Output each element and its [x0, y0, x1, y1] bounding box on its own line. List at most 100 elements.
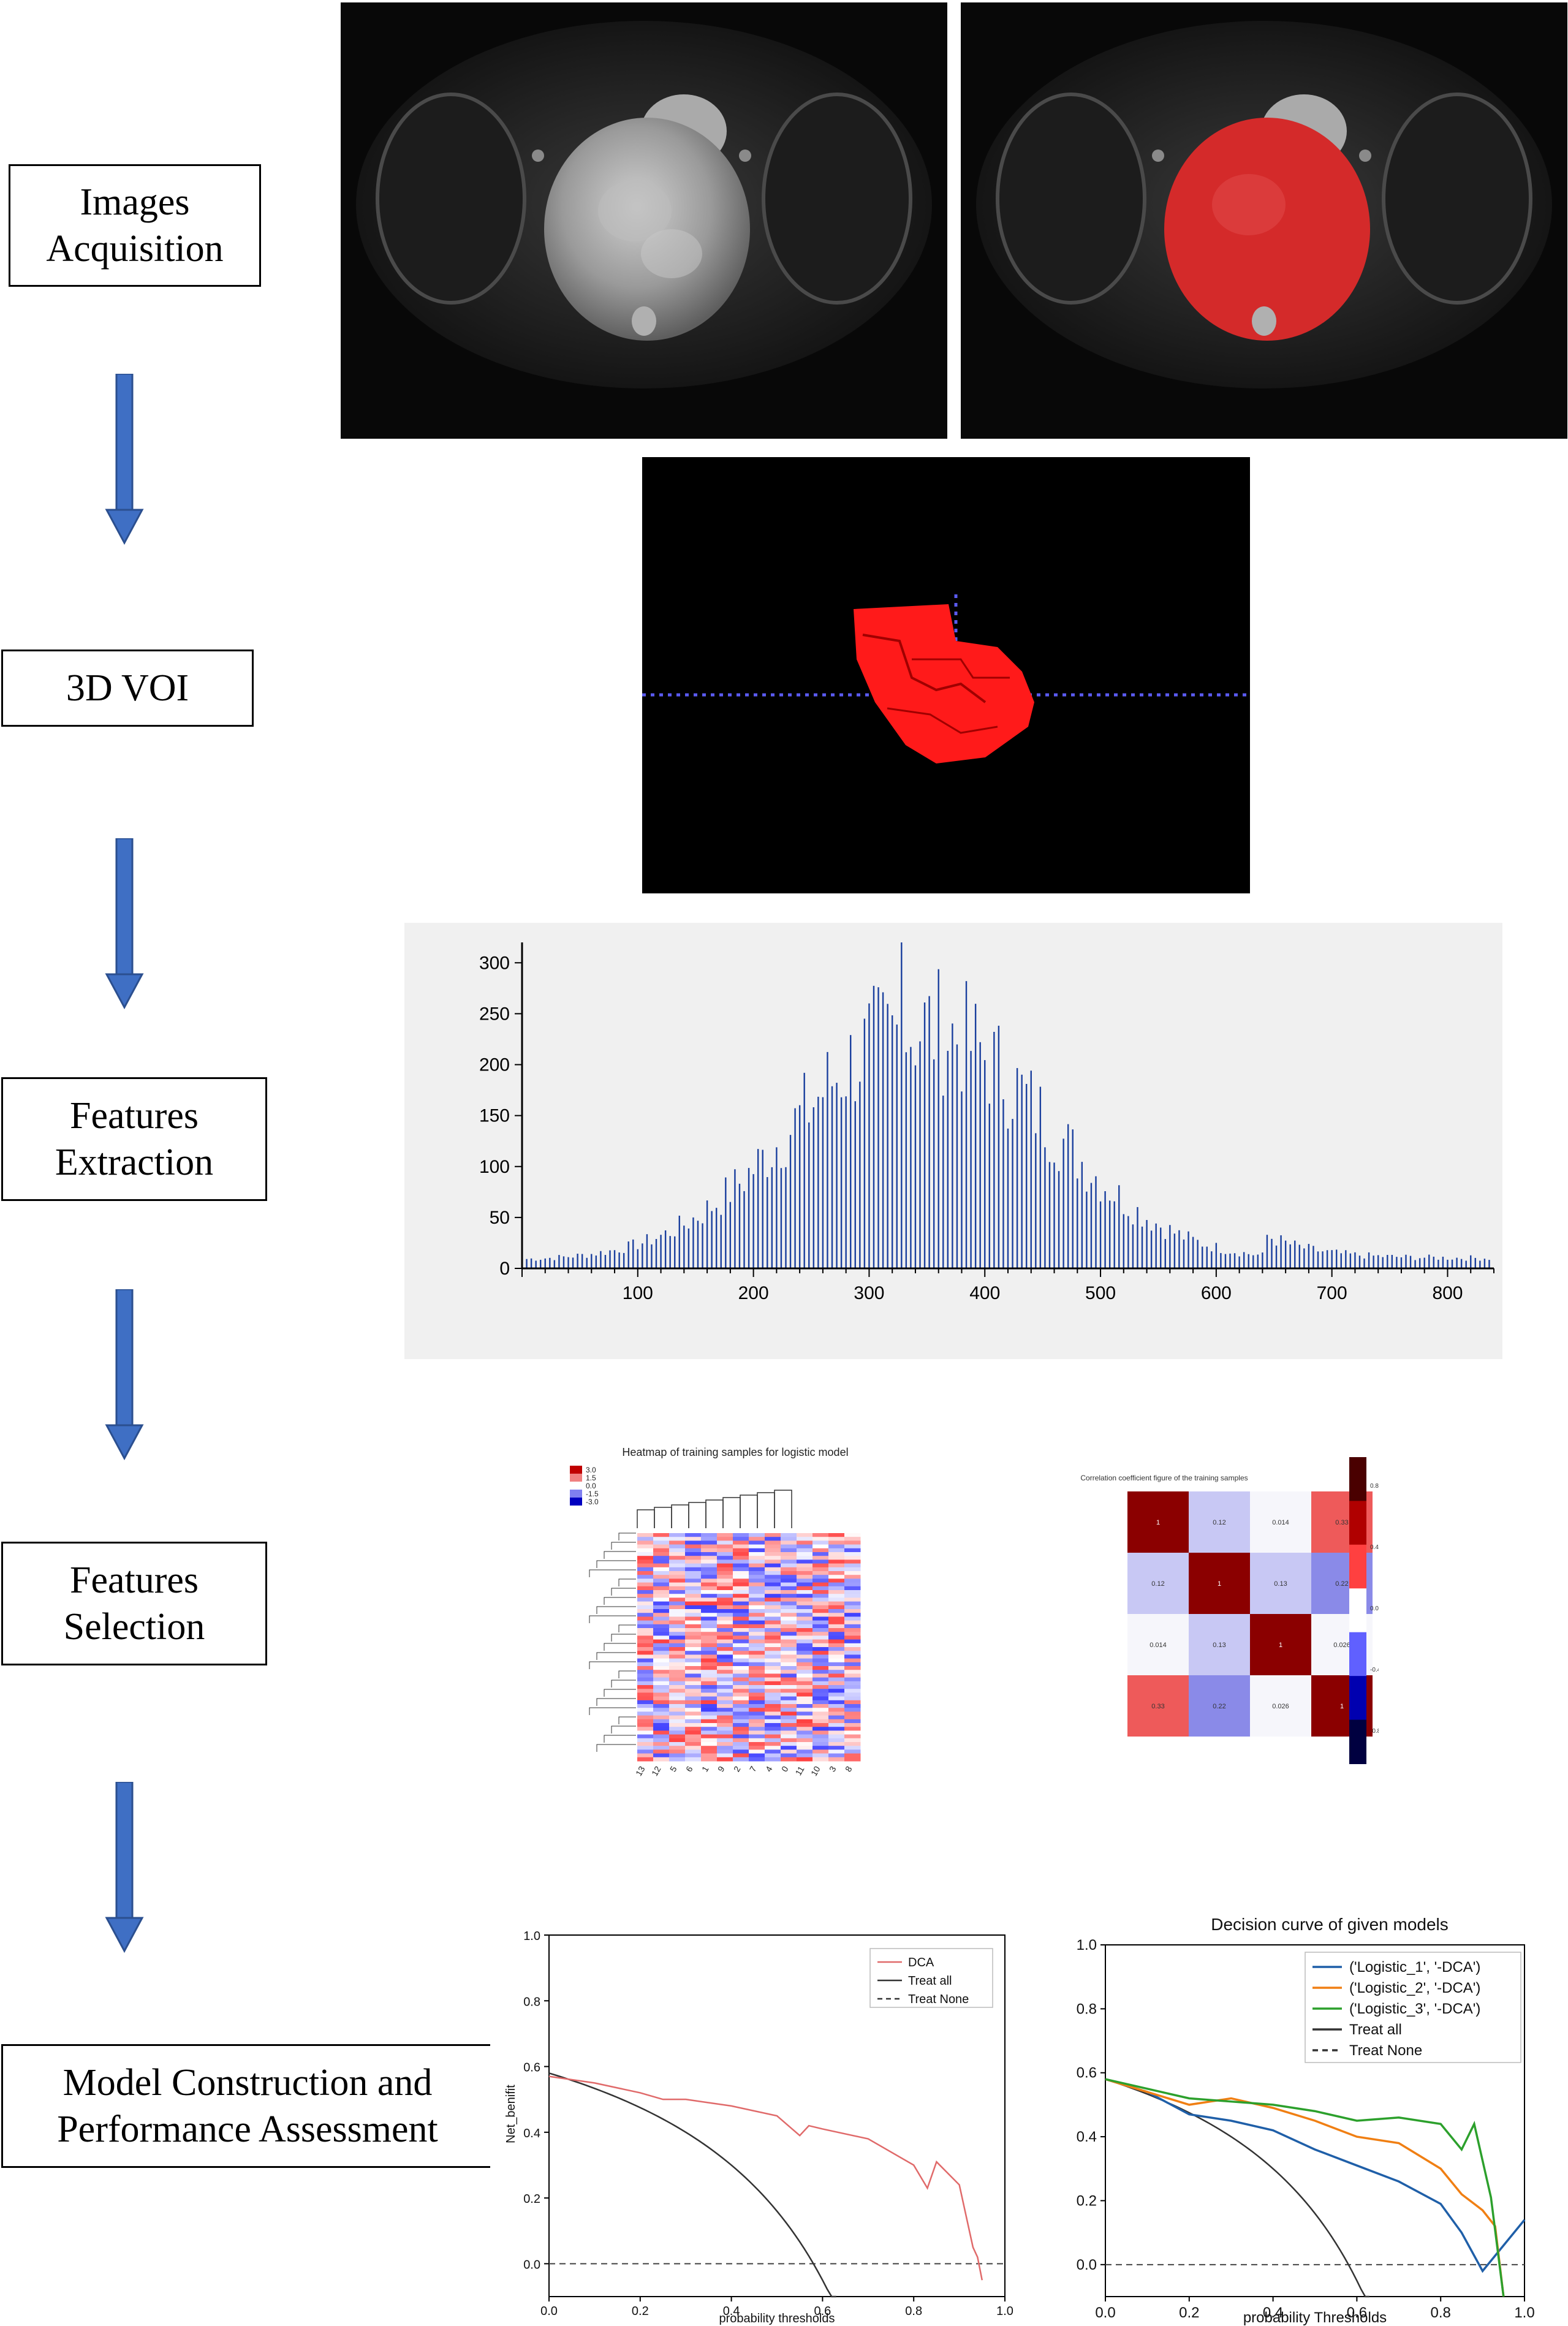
heatmap-cell — [733, 1635, 749, 1640]
heatmap-cell — [717, 1590, 733, 1594]
histogram-bar — [1488, 1260, 1490, 1268]
heatmap-cell — [733, 1738, 749, 1743]
heatmap-cell — [844, 1689, 861, 1693]
legend-label: Treat None — [1349, 2042, 1422, 2059]
x-tick-label: 0.0 — [540, 2305, 558, 2318]
histogram-bar — [609, 1250, 611, 1268]
heatmap-cell — [733, 1673, 749, 1678]
heatmap-cell — [653, 1734, 670, 1739]
dendrogram-branch — [589, 1661, 636, 1669]
heatmap-cell — [669, 1746, 686, 1750]
heatmap-cell — [828, 1685, 845, 1689]
heatmap-cell — [717, 1628, 733, 1632]
heatmap-cell — [669, 1685, 686, 1689]
heatmap-cell — [653, 1746, 670, 1750]
heatmap-cell — [733, 1689, 749, 1693]
histogram-bar — [961, 1091, 963, 1268]
heatmap-cell — [685, 1685, 702, 1689]
x-tick-label: 0.6 — [1347, 2305, 1367, 2321]
histogram-bar — [618, 1252, 620, 1268]
heatmap-cell — [701, 1753, 718, 1758]
heatmap-cell — [701, 1700, 718, 1705]
heatmap-cell — [669, 1544, 686, 1549]
histogram-bar — [868, 1003, 870, 1268]
heatmap-cell — [781, 1647, 797, 1651]
heatmap-cell — [733, 1658, 749, 1663]
histogram-bar — [1211, 1251, 1213, 1268]
heatmap-cell — [828, 1715, 845, 1720]
heatmap-cell — [733, 1544, 749, 1549]
colorbar-label: -0.8 — [1370, 1728, 1379, 1735]
histogram-bar — [1243, 1252, 1245, 1268]
y-tick-label: 1.0 — [1077, 1937, 1097, 1953]
heatmap-cell — [669, 1666, 686, 1670]
heatmap-cell — [669, 1533, 686, 1537]
heatmap-cell — [685, 1639, 702, 1644]
legend-label: DCA — [908, 1956, 934, 1969]
heatmap-cell — [637, 1556, 654, 1560]
heatmap-column-label: 13 — [634, 1764, 647, 1778]
heatmap-cell — [765, 1639, 781, 1644]
heatmap-cell — [637, 1540, 654, 1545]
heatmap-cell — [812, 1559, 829, 1564]
heatmap-cell — [797, 1556, 813, 1560]
heatmap-cell — [685, 1723, 702, 1727]
histogram-bar — [526, 1259, 528, 1268]
histogram-bar — [850, 1035, 852, 1268]
legend-label: ('Logistic_2', '-DCA') — [1349, 1980, 1480, 1996]
heatmap-cell — [653, 1666, 670, 1670]
legend-label: -3.0 — [586, 1498, 599, 1506]
heatmap-cell — [812, 1704, 829, 1708]
heatmap-cell — [717, 1681, 733, 1686]
heatmap-cell — [828, 1605, 845, 1610]
histogram-bar — [859, 1082, 861, 1268]
histogram-bar — [1016, 1068, 1018, 1268]
correlation-colorbar: 0.8 0.4 0.0 -0.4 -0.8 — [1349, 1457, 1379, 1764]
heatmap-cell — [733, 1708, 749, 1712]
heatmap-cell — [717, 1556, 733, 1560]
histogram-bar — [1437, 1259, 1439, 1268]
heatmap-cell — [765, 1746, 781, 1750]
heatmap-cell — [749, 1552, 765, 1556]
heatmap-cell — [828, 1700, 845, 1705]
heatmap-cell — [653, 1673, 670, 1678]
heatmap-cell — [717, 1544, 733, 1549]
heatmap-cell — [765, 1548, 781, 1553]
histogram-bar — [604, 1255, 607, 1268]
histogram-bar — [831, 1086, 833, 1268]
heatmap-cell — [685, 1719, 702, 1724]
heatmap-cell — [812, 1666, 829, 1670]
heatmap-cell — [733, 1692, 749, 1697]
colorbar-segment — [1349, 1457, 1366, 1502]
heatmap-cell — [844, 1639, 861, 1644]
histogram-bar — [720, 1214, 722, 1268]
heatmap-cell — [749, 1730, 765, 1735]
histogram-bar — [1257, 1254, 1259, 1268]
heatmap-cell — [812, 1590, 829, 1594]
histogram-bar — [1474, 1257, 1476, 1268]
heatmap-cell — [685, 1738, 702, 1743]
heatmap-cell — [749, 1582, 765, 1587]
heatmap-cell — [733, 1575, 749, 1579]
histogram-bar — [901, 942, 903, 1268]
histogram-bar — [942, 1095, 944, 1268]
histogram-bar — [914, 1065, 917, 1268]
heatmap-cell — [733, 1632, 749, 1636]
heatmap-cell — [844, 1632, 861, 1636]
heatmap-cell — [653, 1658, 670, 1663]
heatmap-cell — [812, 1696, 829, 1701]
heatmap-cell — [797, 1575, 813, 1579]
heatmap-cell — [685, 1582, 702, 1587]
heatmap-cell — [669, 1635, 686, 1640]
heatmap-cell — [653, 1582, 670, 1587]
heatmap-cell — [717, 1685, 733, 1689]
heatmap-cell — [669, 1651, 686, 1655]
x-tick-label: 0.6 — [814, 2305, 831, 2318]
heatmap-cell — [653, 1704, 670, 1708]
heatmap-cell — [701, 1590, 718, 1594]
histogram-bar — [725, 1177, 727, 1268]
heatmap-cell — [637, 1719, 654, 1724]
stage-features-extraction: Features Extraction — [1, 1077, 267, 1201]
heatmap-cell — [812, 1658, 829, 1663]
heatmap-cell — [844, 1704, 861, 1708]
